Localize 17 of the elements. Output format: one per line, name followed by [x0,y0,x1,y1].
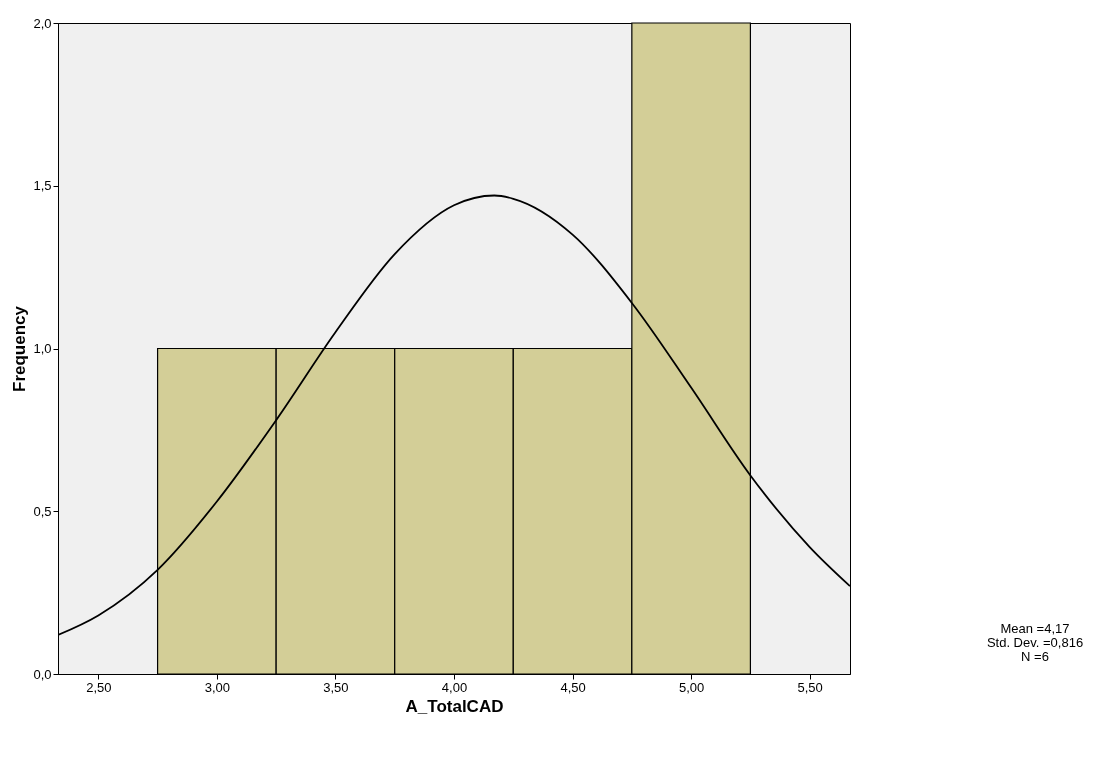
x-tick-label: 4,00 [441,679,468,695]
x-axis-title: A_TotalCAD [405,696,504,716]
y-tick-label: 0,0 [33,666,52,682]
y-tick-label: 1,0 [33,341,52,356]
x-tick-label: 5,00 [678,679,705,695]
text: Std. Dev. =0,816 [985,635,1085,650]
x-tick-label: 5,50 [797,679,823,695]
x-tick-label: 2,50 [86,679,112,695]
y-tick-label: 1,5 [33,178,52,194]
text: N =6 [1020,649,1050,664]
x-tick-label: 3,50 [323,679,349,695]
y-axis-title: Frequency [10,305,30,392]
y-tick-label: 2,0 [33,15,52,31]
y-tick-label: 0,5 [33,503,52,519]
x-tick-label: 4,50 [560,679,586,695]
text: Mean =4,17 [999,621,1071,636]
x-tick-label: 3,00 [204,679,231,695]
